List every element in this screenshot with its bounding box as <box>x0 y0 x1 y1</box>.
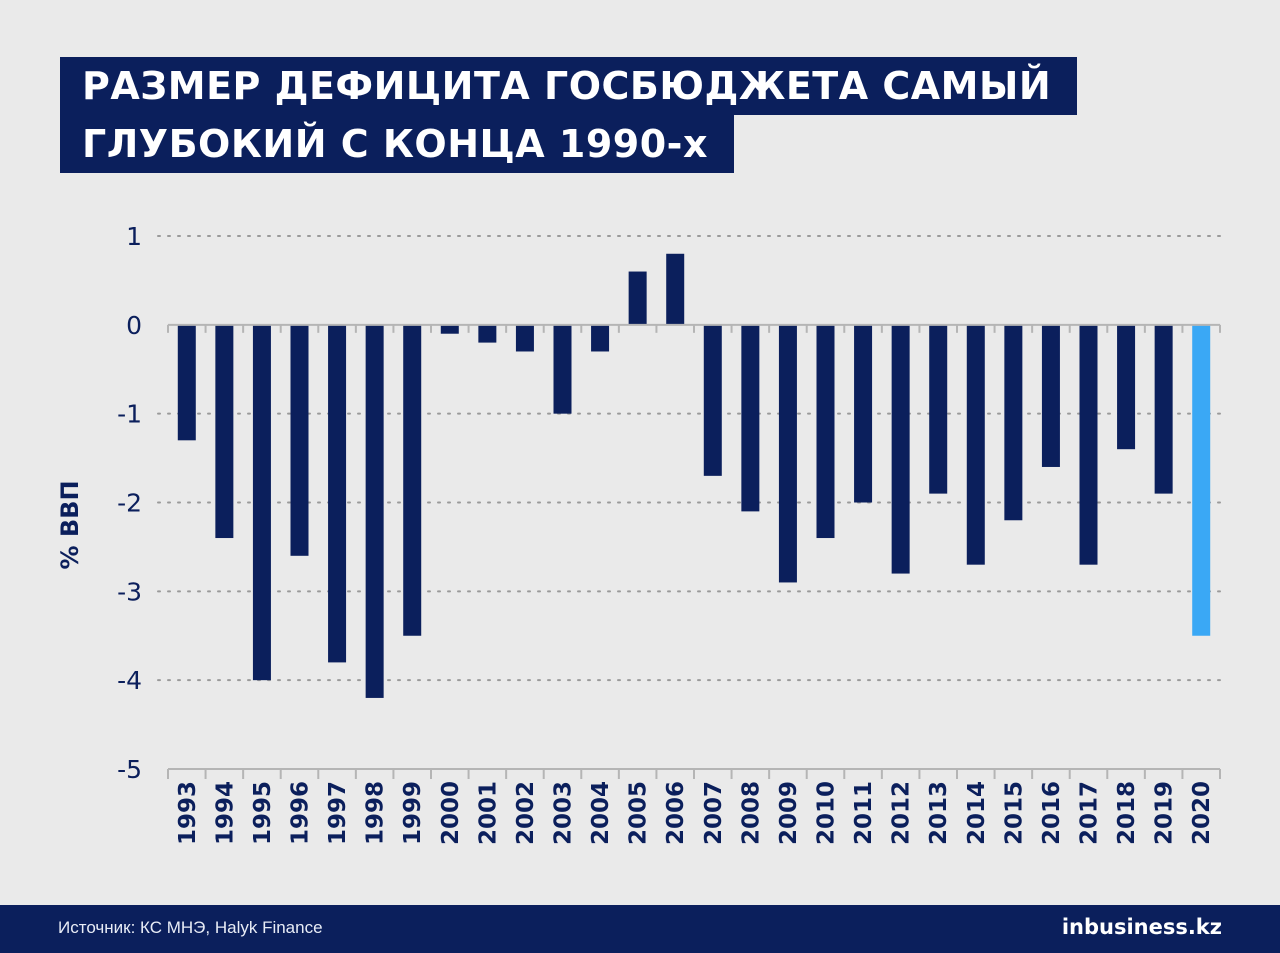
x-tick-label: 2012 <box>889 781 915 845</box>
x-tick-label: 2009 <box>776 781 802 845</box>
bar-2001 <box>478 324 497 343</box>
bar-2018 <box>1117 324 1136 450</box>
x-tick-label: 2016 <box>1039 781 1065 845</box>
gridlines <box>157 235 1221 682</box>
x-tick-label: 2003 <box>551 781 577 845</box>
bar-2002 <box>515 324 534 352</box>
x-tick-label: 2008 <box>738 781 764 845</box>
bar-chart: 1 0 -1 -2 -3 -4 -5 1993 1994 1995 1996 1997 1998 1999… <box>56 222 1221 845</box>
x-tick-label: 2007 <box>701 781 727 845</box>
bar-2003 <box>553 324 572 414</box>
x-tick-label: 1995 <box>250 781 276 845</box>
bar-1997 <box>328 324 347 663</box>
y-tick-label: -5 <box>117 755 142 784</box>
chart-title-line-2: ГЛУБОКИЙ С КОНЦА 1990-х <box>60 115 734 173</box>
x-tick-label: 2020 <box>1189 781 1215 845</box>
bar-2007 <box>703 324 722 476</box>
bar-2011 <box>854 324 873 503</box>
bar-2020 <box>1192 324 1211 636</box>
x-tick-label: 1993 <box>175 781 201 845</box>
axes <box>167 323 1221 779</box>
bar-2014 <box>966 324 985 565</box>
x-tick-label: 1996 <box>288 781 314 845</box>
footer-bar: Источник: КС МНЭ, Halyk Finance inbusine… <box>0 905 1280 953</box>
y-axis-title: % ВВП <box>56 480 84 569</box>
x-tick-label: 2019 <box>1152 781 1178 845</box>
x-tick-label: 2017 <box>1077 781 1103 845</box>
x-tick-label: 1997 <box>325 781 351 845</box>
bar-2004 <box>591 324 610 352</box>
chart-title: РАЗМЕР ДЕФИЦИТА ГОСБЮДЖЕТА САМЫЙ ГЛУБОКИ… <box>60 57 1078 173</box>
x-tick-label: 2018 <box>1114 781 1140 845</box>
x-tick-label: 2002 <box>513 781 539 845</box>
bar-1998 <box>365 324 384 698</box>
x-tick-label: 1999 <box>400 781 426 845</box>
bar-2000 <box>440 324 459 334</box>
bar-2013 <box>929 324 948 494</box>
bar-2009 <box>778 324 797 583</box>
x-tick-label: 2005 <box>626 781 652 845</box>
x-tick-label: 2015 <box>1001 781 1027 845</box>
source-text: Источник: КС МНЭ, Halyk Finance <box>58 918 323 937</box>
y-tick-label: 1 <box>126 222 142 251</box>
x-tick-label: 2006 <box>663 781 689 845</box>
x-tick-label: 2011 <box>851 781 877 845</box>
x-tick-label: 2001 <box>475 781 501 845</box>
bar-2008 <box>741 324 760 512</box>
bar-2015 <box>1004 324 1023 521</box>
y-tick-label: -1 <box>117 400 142 429</box>
labels: 1 0 -1 -2 -3 -4 -5 1993 1994 1995 1996 1997 1998 1999… <box>117 222 1215 845</box>
y-tick-label: -3 <box>117 577 142 606</box>
brand-logo: inbusiness.kz <box>1061 915 1222 939</box>
bar-1994 <box>215 324 234 539</box>
bars <box>177 253 1211 698</box>
bar-2019 <box>1154 324 1173 494</box>
y-tick-label: 0 <box>126 311 142 340</box>
chart-title-line-1: РАЗМЕР ДЕФИЦИТА ГОСБЮДЖЕТА САМЫЙ <box>60 57 1078 115</box>
bar-2012 <box>891 324 910 574</box>
x-tick-label: 2004 <box>588 781 614 845</box>
x-tick-label: 2000 <box>438 781 464 845</box>
bar-2016 <box>1041 324 1060 467</box>
x-tick-label: 2010 <box>814 781 840 845</box>
bar-1999 <box>403 324 422 636</box>
bar-1993 <box>177 324 196 441</box>
x-tick-label: 1994 <box>212 781 238 845</box>
bar-2010 <box>816 324 835 539</box>
bar-2005 <box>628 271 647 325</box>
x-tick-label: 2014 <box>964 781 990 845</box>
bar-2006 <box>666 253 685 325</box>
bar-2017 <box>1079 324 1098 565</box>
y-tick-label: -4 <box>117 666 142 695</box>
x-tick-label: 1998 <box>363 781 389 845</box>
x-tick-label: 2013 <box>926 781 952 845</box>
bar-1996 <box>290 324 309 556</box>
y-tick-label: -2 <box>117 489 142 518</box>
bar-1995 <box>252 324 271 681</box>
